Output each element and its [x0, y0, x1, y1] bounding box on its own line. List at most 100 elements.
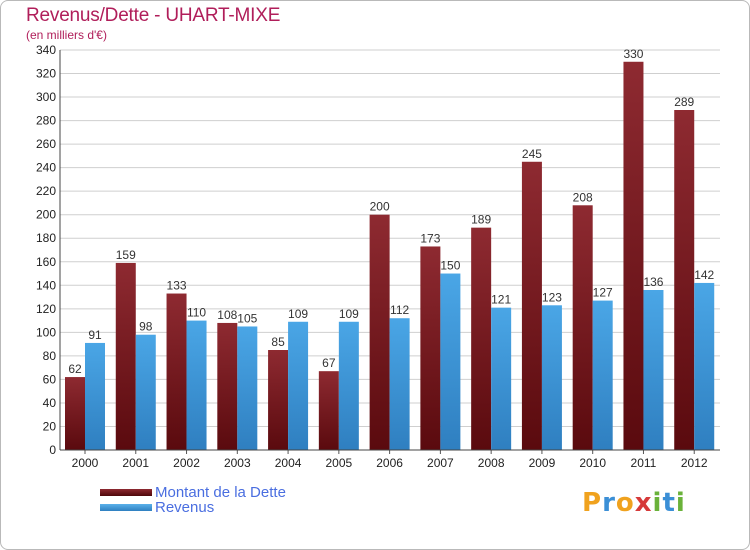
- logo-letter: o: [615, 488, 635, 518]
- y-tick-label: 340: [36, 43, 56, 57]
- y-tick-label: 40: [43, 396, 57, 410]
- bar-debt: [65, 377, 85, 450]
- y-tick-label: 300: [36, 90, 56, 104]
- bar-debt: [420, 246, 441, 450]
- legend-item-revenus: Revenus: [100, 499, 420, 517]
- x-tick-label: 2005: [325, 456, 352, 470]
- bar-revenue: [694, 282, 715, 450]
- x-tick-label: 2004: [275, 456, 302, 470]
- logo-letter: i: [652, 488, 663, 518]
- bar-revenue: [186, 320, 207, 450]
- y-tick-label: 120: [36, 302, 56, 316]
- x-tick-label: 2006: [376, 456, 403, 470]
- data-label-debt: 208: [573, 190, 593, 204]
- data-label-revenue: 127: [593, 286, 613, 300]
- bar-revenue: [491, 307, 512, 450]
- y-tick-label: 180: [36, 231, 56, 245]
- proxiti-logo: Proxiti: [582, 488, 686, 518]
- x-tick-label: 2009: [529, 456, 556, 470]
- y-tick-label: 280: [36, 114, 56, 128]
- data-label-revenue: 109: [339, 307, 359, 321]
- bar-revenue: [135, 334, 156, 450]
- data-label-revenue: 105: [237, 311, 257, 325]
- bar-debt: [521, 161, 542, 450]
- y-tick-label: 200: [36, 208, 56, 222]
- x-tick-label: 2002: [173, 456, 200, 470]
- data-label-debt: 189: [471, 213, 491, 227]
- data-label-debt: 62: [68, 362, 82, 376]
- bar-debt: [115, 262, 136, 450]
- y-tick-label: 240: [36, 161, 56, 175]
- bar-revenue: [338, 321, 359, 450]
- y-tick-label: 260: [36, 137, 56, 151]
- bar-debt: [674, 110, 695, 450]
- x-tick-label: 2007: [427, 456, 454, 470]
- bar-debt: [268, 350, 289, 450]
- bar-debt: [318, 371, 339, 450]
- data-label-debt: 173: [420, 231, 440, 245]
- data-label-revenue: 150: [440, 259, 460, 273]
- y-tick-label: 320: [36, 67, 56, 81]
- data-label-debt: 133: [167, 279, 187, 293]
- data-label-revenue: 123: [542, 290, 562, 304]
- data-label-debt: 200: [370, 200, 390, 214]
- legend-label-dette: Montant de la Dette: [155, 484, 286, 501]
- bar-debt: [369, 214, 390, 450]
- x-tick-label: 2003: [224, 456, 251, 470]
- y-tick-label: 60: [43, 372, 57, 386]
- logo-letter: i: [675, 488, 686, 518]
- x-tick-label: 2010: [579, 456, 606, 470]
- data-label-debt: 289: [674, 95, 694, 109]
- data-label-revenue: 112: [390, 303, 409, 317]
- data-label-revenue: 109: [288, 307, 308, 321]
- y-tick-label: 160: [36, 255, 56, 269]
- legend-swatch-dette: [100, 489, 152, 496]
- x-tick-label: 2011: [631, 456, 657, 470]
- x-tick-label: 2008: [478, 456, 505, 470]
- data-label-debt: 85: [271, 335, 285, 349]
- bar-revenue: [85, 342, 105, 450]
- x-tick-label: 2012: [681, 456, 708, 470]
- legend-item-dette: Montant de la Dette: [100, 484, 420, 502]
- x-tick-label: 2000: [72, 456, 99, 470]
- y-tick-label: 0: [49, 443, 56, 457]
- logo-letter: x: [634, 488, 653, 518]
- data-label-debt: 245: [522, 147, 542, 161]
- logo-letter: P: [582, 488, 603, 518]
- bar-debt: [166, 293, 187, 450]
- axes: 0 20 40 60 80 100 120 140 160 180 200 220 240 260 280 3…: [36, 43, 720, 470]
- data-label-revenue: 91: [88, 328, 102, 342]
- logo-letter: r: [602, 488, 616, 518]
- y-tick-label: 140: [36, 278, 56, 292]
- data-label-debt: 159: [116, 248, 136, 262]
- bar-debt: [471, 227, 492, 450]
- y-tick-label: 80: [43, 349, 57, 363]
- data-label-debt: 108: [217, 308, 237, 322]
- data-label-debt: 67: [322, 356, 336, 370]
- chart-subtitle: (en milliers d'€): [26, 28, 107, 42]
- bar-revenue: [288, 321, 309, 450]
- legend-label-revenus: Revenus: [155, 499, 215, 516]
- bar-debt: [572, 205, 593, 450]
- y-tick-label: 20: [43, 419, 57, 433]
- data-label-revenue: 142: [694, 268, 714, 282]
- y-tick-label: 100: [36, 325, 56, 339]
- data-label-debt: 330: [623, 47, 643, 61]
- bar-debt: [623, 61, 644, 450]
- x-tick-label: 2001: [122, 456, 149, 470]
- data-label-revenue: 121: [491, 293, 511, 307]
- bar-debt: [217, 322, 238, 450]
- bar-revenue: [237, 326, 258, 450]
- bar-revenue: [440, 273, 461, 450]
- y-tick-label: 220: [36, 184, 56, 198]
- data-label-revenue: 110: [187, 306, 206, 320]
- bar-revenue: [541, 305, 562, 450]
- chart-title: Revenus/Dette - UHART-MIXE: [26, 5, 281, 26]
- bar-revenue: [389, 318, 410, 450]
- data-label-revenue: 98: [139, 320, 153, 334]
- logo-letter: t: [662, 488, 676, 518]
- bar-revenue: [592, 300, 613, 450]
- legend-swatch-revenus: [100, 504, 152, 511]
